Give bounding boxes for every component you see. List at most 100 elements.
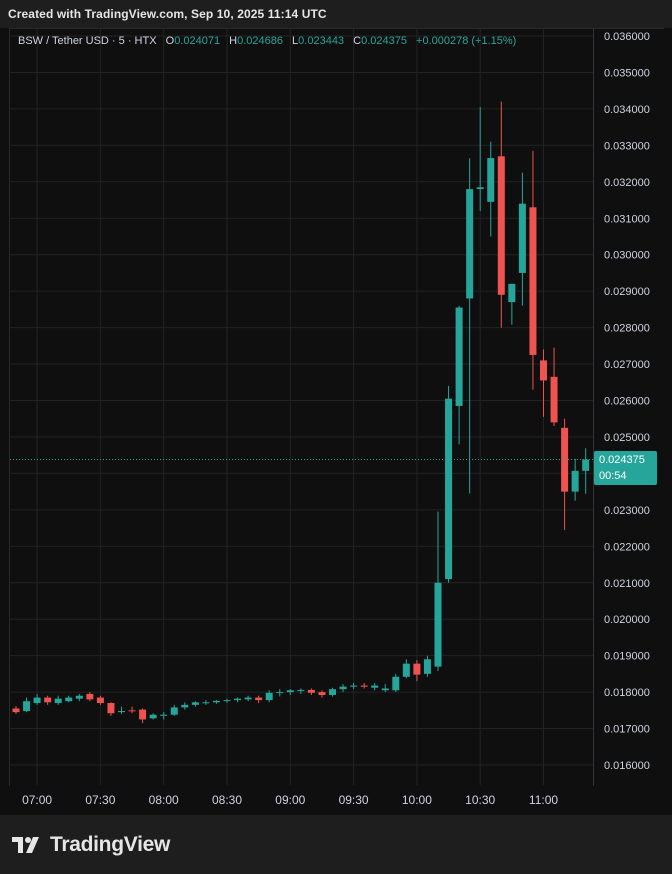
price-tick-label: 0.029000 <box>604 286 650 298</box>
candle <box>202 700 210 705</box>
candle-body <box>571 470 579 492</box>
tradingview-logo[interactable]: TradingView <box>12 833 170 857</box>
candle-body <box>139 709 147 720</box>
candle-body <box>265 692 273 701</box>
candle <box>466 158 474 494</box>
candle-body <box>160 714 168 716</box>
candle-body <box>118 711 125 713</box>
time-tick-label: 10:30 <box>465 793 495 807</box>
time-tick-label: 09:30 <box>339 793 369 807</box>
candle-body <box>476 187 484 190</box>
candle <box>149 713 157 720</box>
candle <box>529 150 537 390</box>
price-tick-label: 0.028000 <box>604 323 650 335</box>
candle <box>350 682 358 690</box>
candle <box>339 684 347 693</box>
candle <box>139 708 147 724</box>
price-tick-label: 0.022000 <box>604 541 650 553</box>
change-value: +0.000278 (+1.15%) <box>416 35 517 47</box>
candle <box>371 682 379 691</box>
candle <box>318 690 326 698</box>
candle-body <box>350 685 358 687</box>
candle <box>160 712 168 720</box>
price-tick-label: 0.025000 <box>604 432 650 444</box>
candle <box>540 349 547 417</box>
candle <box>234 697 242 703</box>
grid-lines <box>10 29 593 785</box>
candle-body <box>381 688 389 691</box>
candle-body <box>445 398 453 580</box>
candle-body <box>423 659 431 674</box>
open-value: 0.024071 <box>174 35 221 47</box>
candle-body <box>455 307 463 406</box>
candle-body <box>44 697 52 703</box>
price-tick-label: 0.023000 <box>604 505 650 517</box>
candle <box>487 141 495 237</box>
price-tick-label: 0.031000 <box>604 213 650 225</box>
candle-body <box>497 156 505 295</box>
candle <box>75 693 83 702</box>
candle-body <box>234 698 242 701</box>
candle-body <box>329 689 336 696</box>
price-axis-labels: 0.016000 0.017000 0.018000 0.019000 0.020000… <box>604 31 650 772</box>
candle <box>571 458 579 501</box>
candle-body <box>318 692 326 696</box>
candle <box>360 682 368 689</box>
candle <box>518 172 526 306</box>
candle-body <box>149 714 157 719</box>
time-tick-label: 10:00 <box>402 793 432 807</box>
candle-body <box>550 376 558 423</box>
candle-body <box>86 693 94 700</box>
candle <box>455 305 463 445</box>
price-tick-label: 0.035000 <box>604 67 650 79</box>
candle <box>128 706 136 714</box>
time-tick-label: 07:30 <box>85 793 115 807</box>
candle <box>413 660 421 682</box>
candle-body <box>276 692 284 694</box>
candle-body <box>434 582 442 667</box>
candle <box>33 693 41 705</box>
bar-countdown: 00:54 <box>599 470 627 482</box>
candle <box>265 690 273 703</box>
header-text: Created with TradingView.com, Sep 10, 20… <box>8 7 327 21</box>
price-tick-label: 0.021000 <box>604 578 650 590</box>
price-tick-label: 0.018000 <box>604 687 650 699</box>
last-price-value: 0.024375 <box>599 454 645 466</box>
price-tick-label: 0.019000 <box>604 651 650 663</box>
candle-body <box>413 663 421 675</box>
time-tick-label: 08:30 <box>212 793 242 807</box>
candle <box>497 101 505 328</box>
candle-body <box>212 700 220 703</box>
candle <box>402 659 410 679</box>
candle <box>392 673 400 693</box>
candle-body <box>339 686 347 690</box>
candle <box>212 700 220 704</box>
candle-body <box>402 663 410 677</box>
price-tick-label: 0.017000 <box>604 724 650 736</box>
candle <box>476 107 484 211</box>
candle-body <box>582 459 590 471</box>
candle <box>445 385 453 583</box>
symbol-label[interactable]: BSW / Tether USD · 5 · HTX <box>18 35 157 47</box>
candle <box>582 448 590 494</box>
time-tick-label: 09:00 <box>275 793 305 807</box>
candle-body <box>191 702 199 705</box>
open-key: O <box>165 35 175 47</box>
low-value: 0.023443 <box>298 35 345 47</box>
tradingview-logo-icon <box>12 837 39 853</box>
candle <box>276 689 284 697</box>
high-value: 0.024686 <box>237 35 283 47</box>
candle-body <box>181 704 189 708</box>
candle-body <box>286 690 294 693</box>
candle-body <box>202 702 210 704</box>
candle <box>96 695 104 705</box>
high-key: H <box>229 35 238 47</box>
candle-body <box>466 189 474 299</box>
candle <box>307 688 315 696</box>
candle <box>223 698 231 704</box>
candle <box>381 684 389 693</box>
candle <box>44 695 52 705</box>
time-tick-label: 08:00 <box>149 793 179 807</box>
candle <box>244 695 252 702</box>
